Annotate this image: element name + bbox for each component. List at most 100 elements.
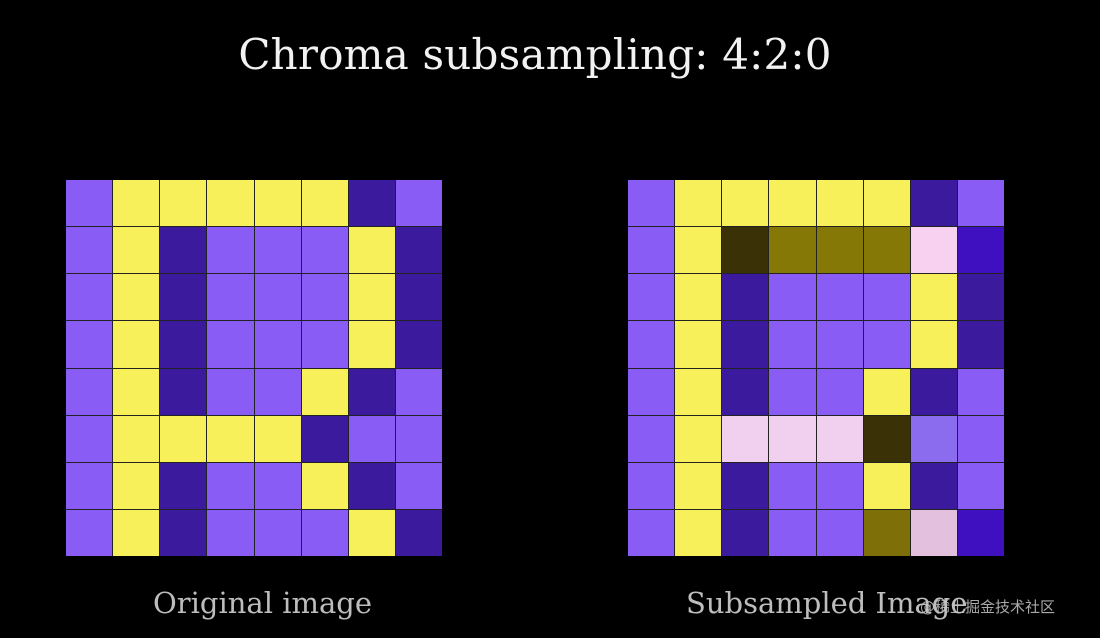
original-pixel (66, 368, 113, 415)
original-pixel (160, 321, 207, 368)
subsampled-pixel (816, 180, 863, 227)
subsampled-pixel (957, 368, 1004, 415)
original-pixel (160, 227, 207, 274)
original-pixel (395, 368, 442, 415)
subsampled-pixel (722, 509, 769, 556)
subsampled-pixel (816, 462, 863, 509)
subsampled-pixel (628, 321, 675, 368)
original-pixel (301, 227, 348, 274)
original-pixel (348, 462, 395, 509)
original-pixel (254, 462, 301, 509)
original-pixel (348, 321, 395, 368)
subsampled-pixel (722, 462, 769, 509)
subsampled-pixel (863, 321, 910, 368)
subsampled-pixel (769, 509, 816, 556)
subsampled-image-caption: Subsampled Image (686, 586, 968, 620)
original-pixel (113, 462, 160, 509)
subsampled-pixel (863, 180, 910, 227)
subsampled-pixel (863, 274, 910, 321)
original-pixel (254, 321, 301, 368)
original-pixel (301, 180, 348, 227)
subsampled-pixel (628, 462, 675, 509)
subsampled-pixel (675, 509, 722, 556)
subsampled-pixel (675, 227, 722, 274)
subsampled-pixel (816, 227, 863, 274)
original-pixel (66, 274, 113, 321)
original-pixel (113, 321, 160, 368)
subsampled-pixel (675, 274, 722, 321)
original-pixel (348, 415, 395, 462)
subsampled-pixel (910, 368, 957, 415)
subsampled-pixel (675, 368, 722, 415)
original-pixel (113, 368, 160, 415)
original-image-grid (66, 180, 442, 556)
watermark: @稀土掘金技术社区 (920, 598, 1056, 616)
subsampled-pixel (910, 180, 957, 227)
subsampled-pixel (722, 368, 769, 415)
subsampled-image-grid (628, 180, 1004, 556)
subsampled-pixel (863, 368, 910, 415)
original-pixel (207, 368, 254, 415)
original-pixel (301, 509, 348, 556)
subsampled-pixel (769, 321, 816, 368)
original-pixel (66, 415, 113, 462)
original-pixel (254, 415, 301, 462)
subsampled-pixel (910, 274, 957, 321)
original-pixel (113, 180, 160, 227)
original-pixel (160, 180, 207, 227)
original-pixel (395, 180, 442, 227)
original-pixel (254, 274, 301, 321)
subsampled-pixel (628, 274, 675, 321)
subsampled-pixel (722, 227, 769, 274)
subsampled-pixel (769, 227, 816, 274)
subsampled-pixel (863, 462, 910, 509)
original-pixel (113, 227, 160, 274)
subsampled-pixel (675, 180, 722, 227)
subsampled-pixel (957, 509, 1004, 556)
original-pixel (301, 274, 348, 321)
original-pixel (395, 509, 442, 556)
original-image-caption: Original image (153, 586, 373, 620)
original-pixel (254, 509, 301, 556)
subsampled-pixel (957, 180, 1004, 227)
original-pixel (254, 368, 301, 415)
subsampled-pixel (957, 462, 1004, 509)
subsampled-pixel (816, 321, 863, 368)
subsampled-pixel (910, 462, 957, 509)
subsampled-pixel (722, 415, 769, 462)
subsampled-pixel (816, 415, 863, 462)
original-pixel (66, 180, 113, 227)
original-pixel (207, 462, 254, 509)
subsampled-pixel (863, 227, 910, 274)
original-pixel (395, 462, 442, 509)
original-pixel (66, 509, 113, 556)
original-pixel (254, 180, 301, 227)
subsampled-pixel (910, 509, 957, 556)
original-pixel (160, 415, 207, 462)
subsampled-pixel (769, 415, 816, 462)
original-pixel (113, 509, 160, 556)
subsampled-pixel (769, 368, 816, 415)
original-pixel (160, 368, 207, 415)
original-pixel (66, 321, 113, 368)
subsampled-pixel (722, 180, 769, 227)
subsampled-pixel (628, 368, 675, 415)
subsampled-pixel (957, 415, 1004, 462)
original-pixel (66, 462, 113, 509)
original-pixel (348, 227, 395, 274)
original-pixel (207, 227, 254, 274)
subsampled-pixel (628, 509, 675, 556)
original-pixel (207, 180, 254, 227)
original-pixel (113, 274, 160, 321)
original-pixel (160, 509, 207, 556)
subsampled-pixel (910, 415, 957, 462)
subsampled-pixel (628, 415, 675, 462)
subsampled-pixel (675, 321, 722, 368)
original-pixel (395, 227, 442, 274)
subsampled-pixel (769, 180, 816, 227)
original-pixel (113, 415, 160, 462)
original-pixel (395, 415, 442, 462)
subsampled-pixel (957, 227, 1004, 274)
page-title: Chroma subsampling: 4:2:0 (238, 30, 832, 79)
subsampled-pixel (863, 509, 910, 556)
